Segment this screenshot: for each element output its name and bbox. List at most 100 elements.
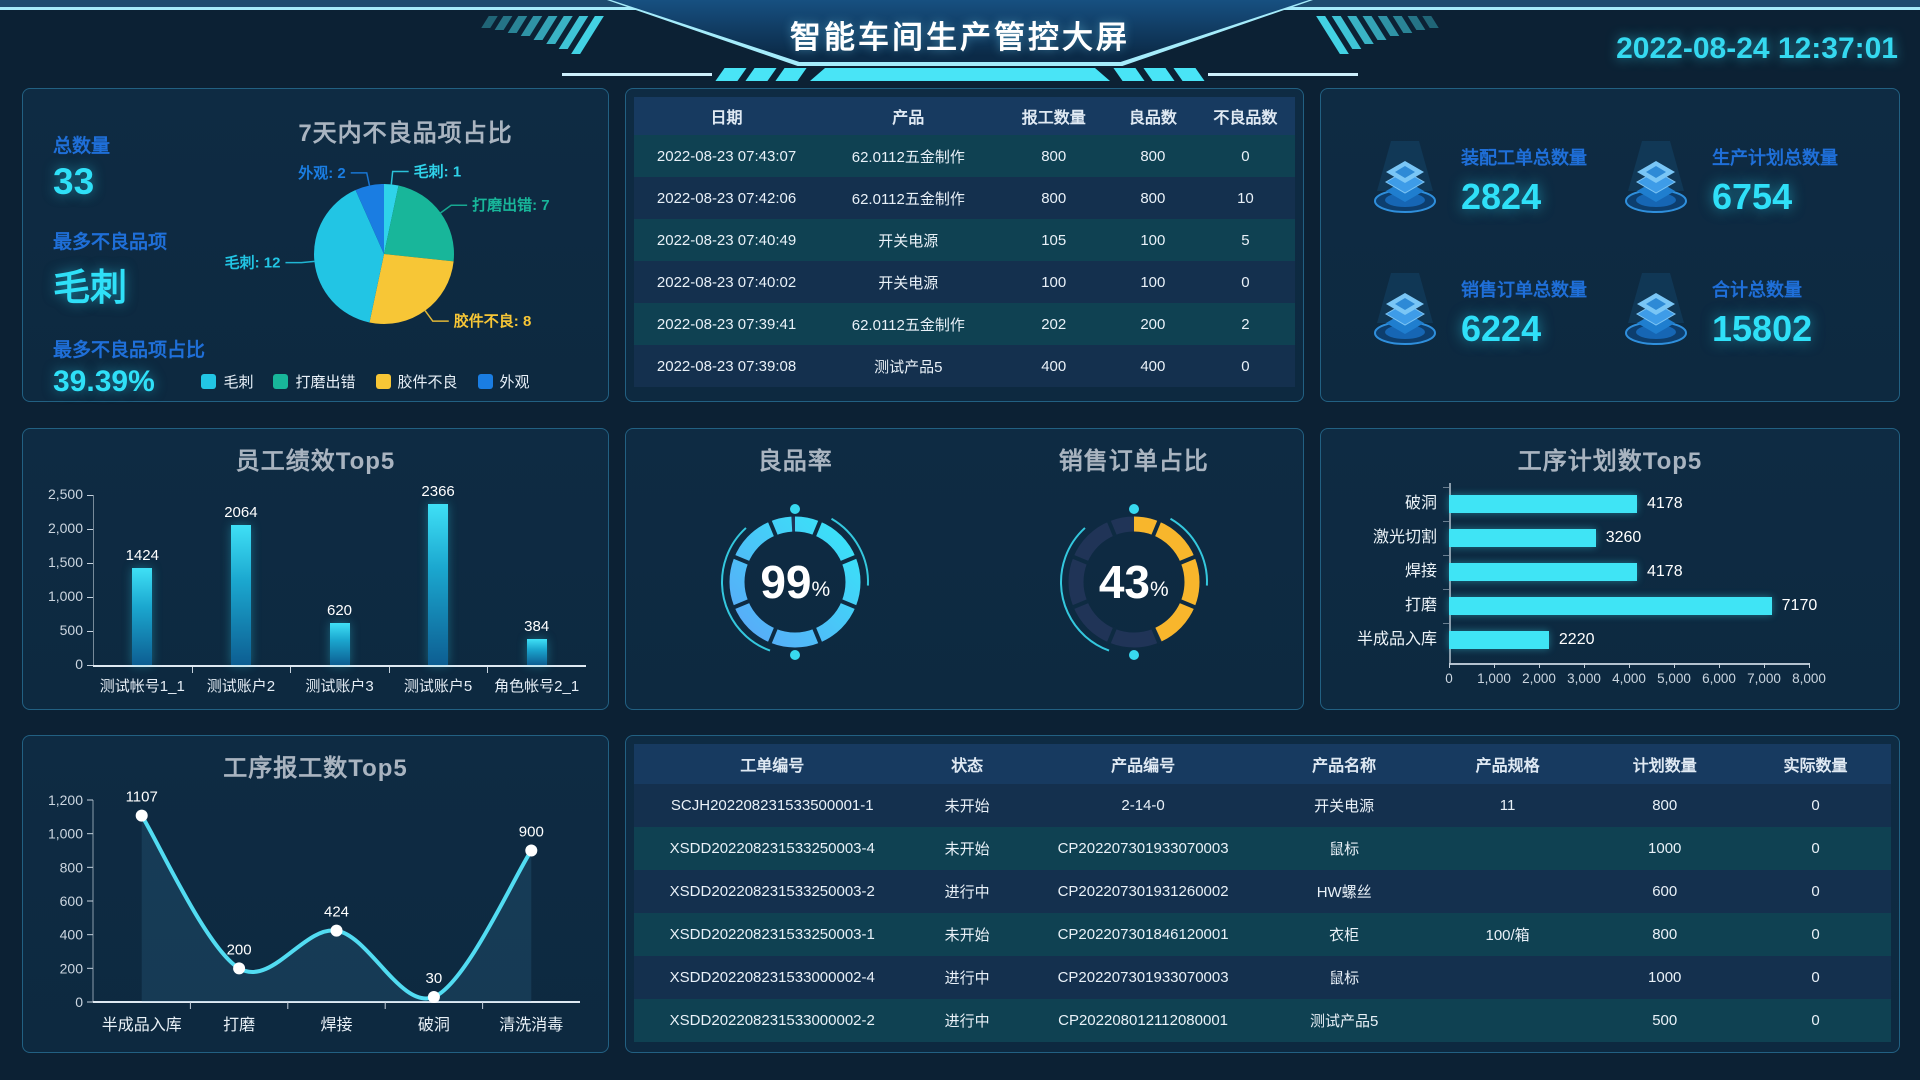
bar-value: 1424 — [125, 547, 159, 565]
bar-category: 测试账户5 — [403, 678, 473, 695]
table-cell: 1000 — [1648, 840, 1682, 857]
table-cell: 2-14-0 — [1121, 797, 1165, 814]
deco-line-left — [562, 73, 712, 76]
panel-title: 工序计划数Top5 — [1517, 448, 1703, 475]
svg-text:200: 200 — [60, 960, 84, 976]
table-cell: 进行中 — [944, 884, 990, 901]
column-header: 产品编号 — [1023, 744, 1263, 784]
total-value: 33 — [53, 161, 95, 202]
table-row: XSDD202208231533000002-2 进行中 CP20220801211… — [634, 999, 1891, 1042]
svg-text:胶件不良: 8: 胶件不良: 8 — [454, 312, 532, 330]
table-cell: 2022-08-23 07:39:08 — [656, 357, 797, 375]
table-cell: 100/箱 — [1485, 927, 1530, 944]
gauge-value: 99 — [760, 556, 812, 608]
svg-text:1107: 1107 — [126, 789, 158, 806]
bar — [329, 622, 350, 665]
svg-text:毛刺: 1: 毛刺: 1 — [414, 162, 462, 180]
table-cell: 开关电源 — [878, 274, 939, 292]
table-cell: 2 — [1241, 315, 1250, 333]
legend-item[interactable]: 外观 — [477, 371, 530, 392]
pie-legend: 毛刺 打磨出错 胶件不良 外观 — [133, 371, 598, 392]
legend-item[interactable]: 胶件不良 — [375, 371, 458, 392]
stat-card-total: 合计总数量 15802 — [1618, 247, 1869, 379]
workorder-table: 工单编号 状态 产品编号 产品名称 产品规格 计划数量 实际数量 SCJH202208231… — [634, 744, 1891, 1042]
legend-label: 毛刺 — [223, 374, 254, 391]
table-cell: 衣柜 — [1329, 927, 1360, 944]
table-cell: 0 — [1241, 273, 1250, 291]
bar — [132, 568, 153, 665]
card-label: 装配工单总数量 — [1461, 148, 1587, 168]
table-cell: 400 — [1140, 357, 1166, 375]
hbar-category: 破洞 — [1404, 495, 1437, 512]
deco-line-right — [1208, 73, 1358, 76]
column-header: 不良品数 — [1195, 97, 1295, 135]
table-cell: 开关电源 — [878, 232, 939, 250]
layers-icon — [1367, 271, 1443, 356]
table-cell: 开关电源 — [1314, 798, 1375, 815]
table-cell: 100 — [1041, 273, 1067, 291]
panel-title: 员工绩效Top5 — [235, 448, 396, 475]
layers-icon — [1618, 271, 1694, 356]
legend-label: 打磨出错 — [295, 374, 356, 391]
panel-order-stats: 装配工单总数量 2824 生产计划总数量 6754 — [1320, 88, 1900, 402]
clock: 2022-08-24 12:37:01 — [1616, 32, 1898, 65]
table-cell: 未开始 — [944, 841, 990, 858]
table-cell: 800 — [1140, 189, 1166, 207]
legend-item[interactable]: 毛刺 — [201, 371, 253, 392]
table-cell: 进行中 — [944, 1013, 990, 1030]
svg-text:424: 424 — [324, 904, 349, 921]
svg-text:打磨出错: 7: 打磨出错: 7 — [472, 196, 550, 214]
gauge-sales: 销售订单占比 43 % — [965, 429, 1304, 709]
svg-text:清洗消毒: 清洗消毒 — [499, 1016, 563, 1034]
table-cell: XSDD202208231533250003-2 — [669, 883, 875, 900]
svg-text:半成品入库: 半成品入库 — [102, 1016, 182, 1034]
table-cell: 2022-08-23 07:43:07 — [656, 147, 797, 165]
table-cell: 10 — [1237, 189, 1254, 207]
hbar-category: 激光切割 — [1372, 529, 1437, 546]
table-row: 2022-08-23 07:40:02 开关电源 100 100 0 — [634, 261, 1295, 303]
legend-swatch — [375, 374, 391, 389]
table-cell: 600 — [1652, 883, 1678, 900]
table-cell: 100 — [1140, 231, 1166, 249]
legend-item[interactable]: 打磨出错 — [273, 371, 356, 392]
svg-text:毛刺: 12: 毛刺: 12 — [225, 254, 281, 272]
panel-report-line: 工序报工数Top5 0 200 400 600 800 1,000 1,200 1107 半成品… — [22, 735, 609, 1053]
panel-plan-hbar: 工序计划数Top5 0 1,000 2,000 3,000 4,000 5,000 6,00… — [1320, 428, 1900, 710]
column-header: 产品规格 — [1425, 744, 1590, 784]
table-cell: 800 — [1041, 189, 1067, 207]
table-cell: 400 — [1041, 357, 1067, 375]
deco-trapezoid — [810, 68, 1110, 81]
bar-category: 角色帐号2_1 — [494, 678, 580, 695]
legend-swatch — [201, 374, 217, 389]
table-header-row: 日期 产品 报工数量 良品数 不良品数 — [634, 97, 1295, 135]
table-cell: 0 — [1811, 1012, 1820, 1029]
column-header: 工单编号 — [634, 744, 911, 784]
hbar-value: 2220 — [1558, 631, 1595, 648]
header: 智能车间生产管控大屏 2022-08-24 12:37:01 — [0, 0, 1920, 92]
performance-bar-chart: 0 500 1,000 1,500 2,000 2,500 1424 测试帐号1_1 2064 测… — [23, 473, 608, 709]
table-cell: 未开始 — [944, 927, 990, 944]
card-value: 15802 — [1712, 308, 1813, 349]
total-label: 总数量 — [53, 136, 111, 157]
legend-label: 外观 — [499, 374, 530, 391]
stat-grid: 装配工单总数量 2824 生产计划总数量 6754 — [1367, 115, 1869, 379]
column-header: 状态 — [910, 744, 1024, 784]
deco-block — [1143, 68, 1175, 81]
table-cell: 11 — [1499, 797, 1516, 814]
table-cell: XSDD202208231533250003-1 — [669, 926, 875, 943]
svg-text:200: 200 — [227, 941, 252, 958]
bar-value: 2064 — [224, 503, 258, 521]
table-cell: 鼠标 — [1329, 841, 1360, 858]
table-cell — [1426, 827, 1589, 870]
table-cell: 2022-08-23 07:40:49 — [656, 231, 797, 249]
hbar-value: 4178 — [1647, 495, 1683, 512]
table-cell: 0 — [1811, 840, 1820, 857]
table-cell: 0 — [1241, 357, 1250, 375]
table-cell: 2022-08-23 07:39:41 — [656, 315, 797, 333]
table-cell: 105 — [1041, 231, 1067, 249]
gauge-value: 43 — [1098, 556, 1150, 608]
table-cell: CP202207301933070003 — [1057, 969, 1229, 986]
table-cell: 2022-08-23 07:42:06 — [656, 189, 797, 207]
bar — [1449, 563, 1637, 581]
table-row: 2022-08-23 07:39:08 测试产品5 400 400 0 — [634, 345, 1295, 387]
